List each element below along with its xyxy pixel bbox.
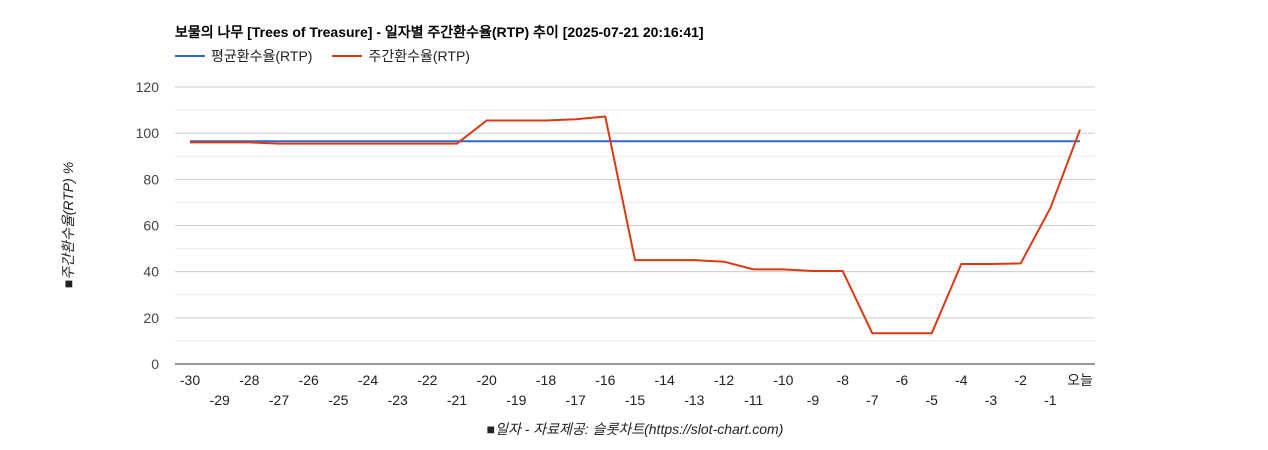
x-tick-label: -8: [836, 372, 849, 388]
legend-label-weekly: 주간환수율(RTP): [368, 48, 470, 64]
x-tick-label: -23: [388, 392, 408, 408]
legend-swatch-average: [175, 55, 205, 57]
x-tick-label: -28: [239, 372, 259, 388]
y-tick-label: 40: [143, 264, 159, 280]
x-tick-label: -2: [1014, 372, 1027, 388]
x-tick-label: -21: [447, 392, 467, 408]
x-tick-label: 오늘: [1067, 372, 1093, 388]
x-tick-label: -27: [269, 392, 289, 408]
x-tick-label: -24: [358, 372, 378, 388]
x-tick-label: -9: [807, 392, 820, 408]
x-tick-label: -10: [773, 372, 793, 388]
x-tick-label: -30: [180, 372, 200, 388]
x-tick-label: -14: [655, 372, 675, 388]
y-tick-label: 80: [143, 171, 159, 187]
y-tick-label: 0: [151, 356, 159, 372]
y-tick-label: 20: [143, 310, 159, 326]
grid-layer: [175, 86, 1095, 342]
x-tick-label: -15: [625, 392, 645, 408]
x-tick-label: -1: [1044, 392, 1057, 408]
legend-item-weekly[interactable]: 주간환수율(RTP): [332, 46, 470, 66]
x-tick-label: -7: [866, 392, 879, 408]
series-line-weekly: [190, 115, 1081, 335]
y-tick-label: 60: [143, 218, 159, 234]
y-tick-label: 120: [136, 79, 160, 95]
x-tick-label: -22: [417, 372, 437, 388]
legend-swatch-weekly: [332, 55, 363, 57]
x-tick-label: -18: [536, 372, 556, 388]
x-tick-label: -13: [684, 392, 704, 408]
x-tick-label: -26: [299, 372, 319, 388]
x-tick-label: -25: [328, 392, 348, 408]
x-tick-label: -12: [714, 372, 734, 388]
x-tick-label: -29: [210, 392, 230, 408]
x-tick-label: -11: [744, 392, 763, 408]
x-tick-label: -16: [595, 372, 615, 388]
x-tick-label: -17: [566, 392, 586, 408]
legend-label-average: 평균환수율(RTP): [211, 48, 313, 64]
x-tick-label: -19: [506, 392, 526, 408]
legend-item-average[interactable]: 평균환수율(RTP): [175, 46, 312, 66]
y-tick-label: 100: [136, 125, 160, 141]
chart-legend: 평균환수율(RTP) 주간환수율(RTP): [175, 46, 490, 66]
x-tick-label: -4: [955, 372, 968, 388]
x-axis-title: ■일자 - 자료제공: 슬롯차트(https://slot-chart.com): [487, 421, 784, 437]
chart-title: 보물의 나무 [Trees of Treasure] - 일자별 주간환수율(R…: [175, 24, 704, 40]
x-tick-label: -3: [985, 392, 998, 408]
x-tick-label: -20: [477, 372, 497, 388]
x-tick-label: -6: [896, 372, 909, 388]
x-tick-label: -5: [925, 392, 938, 408]
series-layer: [190, 115, 1081, 335]
label-layer: 020406080100120-30-29-28-27-26-25-24-23-…: [60, 79, 1093, 437]
y-axis-title: ■주간환수율(RTP) %: [60, 162, 76, 288]
